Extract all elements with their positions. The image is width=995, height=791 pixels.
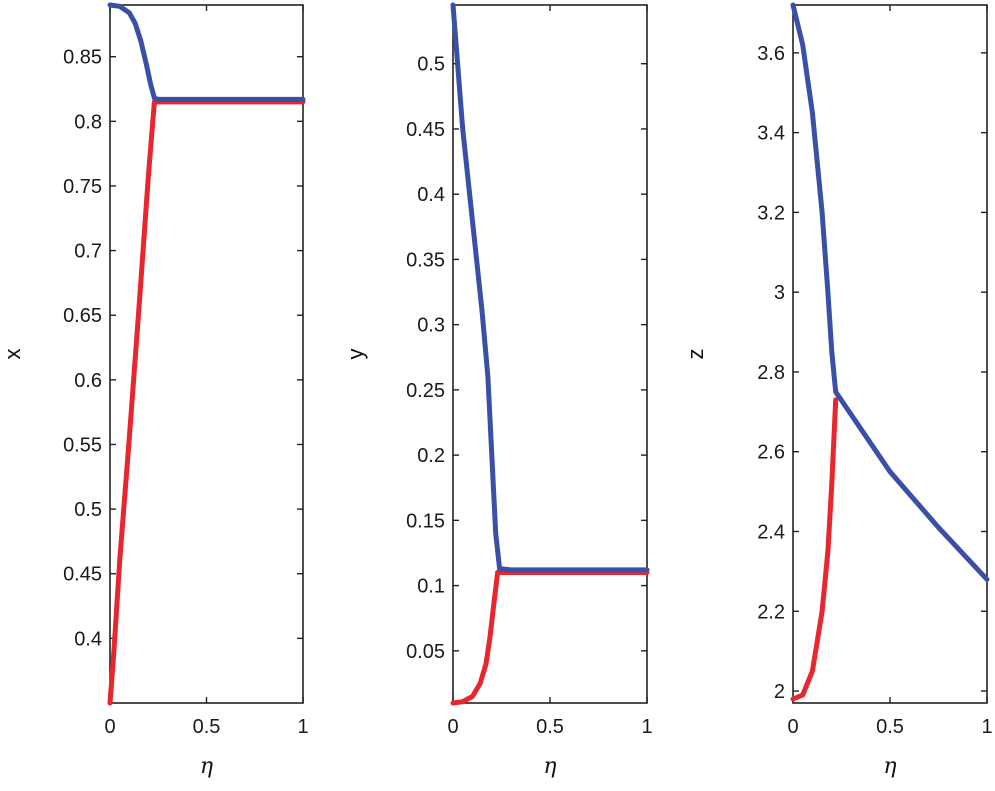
y-tick-label: 0.45 (406, 119, 445, 141)
y-tick-label: 0.25 (406, 380, 445, 402)
y-tick-label: 0.6 (74, 370, 102, 392)
x-tick-label: 0.5 (193, 716, 221, 738)
y-tick-label: 0.4 (74, 628, 102, 650)
panel-y: 0.05 0.1 0.15 0.2 0.25 0.3 0.35 0.4 0.45 0.5 0 0.5 1… (343, 2, 653, 779)
y-axis-label: y (343, 349, 368, 360)
y-tick-label: 0.8 (74, 111, 102, 133)
series-blue-line (790, 2, 990, 582)
axes-frame (109, 4, 304, 704)
series-red-line (450, 570, 650, 706)
axes-frame (452, 4, 648, 704)
y-tick-label: 2.8 (757, 362, 785, 384)
y-tick-label: 0.3 (417, 315, 445, 337)
x-tick-label: 0.5 (876, 716, 904, 738)
y-tick-label: 3 (774, 282, 785, 304)
y-tick-label: 0.1 (417, 576, 445, 598)
y-axis-label: z (683, 349, 708, 360)
y-tick-label: 0.35 (406, 249, 445, 271)
y-tick-label: 2.6 (757, 442, 785, 464)
y-tick-label: 0.15 (406, 510, 445, 532)
y-tick-label: 0.65 (63, 305, 102, 327)
x-tick-label: 0 (447, 716, 458, 738)
panel-x: 0.4 0.45 0.5 0.55 0.6 0.65 0.7 0.75 0.8 0.85 0 0.5 1… (0, 2, 309, 779)
y-tick-label: 0.7 (74, 241, 102, 263)
panel-z: 2 2.2 2.4 2.6 2.8 3 3.2 3.4 3.6 0 0.5 1 η z (683, 2, 993, 779)
y-tick-label: 3.4 (757, 123, 785, 145)
x-tick-label: 0 (104, 716, 115, 738)
y-tick-label: 3.2 (757, 202, 785, 224)
y-tick-label: 3.6 (757, 43, 785, 65)
series-blue-line (107, 2, 306, 102)
x-tick-label: 1 (981, 716, 992, 738)
y-tick-label: 2.2 (757, 601, 785, 623)
y-tick-label: 0.5 (74, 499, 102, 521)
x-tick-label: 1 (641, 716, 652, 738)
y-tick-label: 2 (774, 681, 785, 703)
y-tick-label: 0.85 (63, 47, 102, 69)
x-axis-label: η (200, 754, 213, 779)
y-tick-label: 0.55 (63, 434, 102, 456)
y-tick-label: 2.4 (757, 521, 785, 543)
x-axis-label: η (883, 754, 896, 779)
x-tick-label: 0 (787, 716, 798, 738)
y-tick-label: 0.75 (63, 176, 102, 198)
y-axis-label: x (0, 349, 25, 360)
x-tick-label: 0.5 (536, 716, 564, 738)
series-red-line (790, 397, 839, 702)
series-blue-line (450, 2, 650, 573)
y-tick-label: 0.5 (417, 54, 445, 76)
y-tick-label: 0.4 (417, 184, 445, 206)
x-tick-label: 1 (297, 716, 308, 738)
x-axis-label: η (543, 754, 556, 779)
y-tick-label: 0.05 (406, 641, 445, 663)
series-red-line (107, 99, 306, 706)
y-tick-label: 0.45 (63, 564, 102, 586)
y-tick-label: 0.2 (417, 445, 445, 467)
